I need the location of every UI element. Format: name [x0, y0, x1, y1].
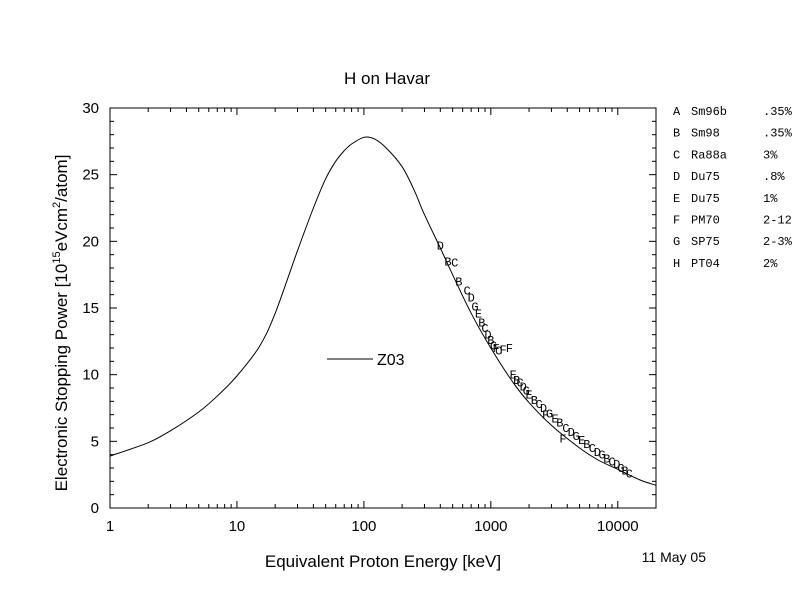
legend-key: C — [673, 148, 680, 162]
x-tick-label: 10000 — [597, 518, 639, 535]
legend-key: G — [673, 235, 680, 249]
data-point-g: G — [598, 449, 605, 463]
data-point-b: B — [603, 453, 610, 467]
data-point-b: B — [444, 255, 451, 269]
data-point-b: B — [513, 374, 520, 388]
data-point-g: G — [573, 430, 580, 444]
data-point-d: D — [437, 239, 444, 253]
series-line-z03 — [109, 136, 657, 486]
data-point-d: D — [520, 381, 527, 395]
date-stamp: 11 May 05 — [642, 549, 707, 565]
data-point-f: F — [492, 342, 499, 356]
legend-error: .35% — [763, 127, 793, 141]
data-point-e: E — [578, 434, 585, 448]
legend-reference: Sm96b — [691, 105, 727, 119]
legend-key: B — [673, 127, 680, 141]
legend-error: .35% — [763, 105, 793, 119]
y-axis-label-prefix: Electronic Stopping Power [10 — [52, 264, 71, 492]
data-point-e: E — [525, 389, 532, 403]
data-point-e: E — [551, 413, 558, 427]
x-tick-label: 1 — [106, 518, 114, 535]
y-axis-label-mid: eVcm — [52, 208, 71, 251]
legend-error: 3% — [763, 148, 778, 162]
data-point-e: E — [510, 369, 517, 383]
y-axis-label-sup-2: 2 — [51, 202, 63, 208]
legend-reference: Sm98 — [691, 127, 720, 141]
data-point-c: C — [451, 257, 458, 271]
x-tick-label: 1000 — [474, 518, 507, 535]
data-point-f: F — [559, 433, 566, 447]
data-point-c: C — [608, 455, 615, 469]
y-tick-label: 10 — [82, 367, 99, 384]
y-tick-label: 30 — [82, 100, 99, 117]
legend-key: D — [673, 170, 680, 184]
legend-error: 1% — [763, 192, 778, 206]
data-point-g: G — [523, 385, 530, 399]
curve-legend-label: Z03 — [377, 352, 405, 369]
legend-key: A — [673, 105, 681, 119]
data-point-d: D — [540, 402, 547, 416]
data-point-f: F — [542, 409, 549, 423]
legend-key: H — [673, 257, 680, 271]
data-point-e: E — [475, 307, 482, 321]
data-point-d: D — [613, 458, 620, 472]
legend-error: .8% — [763, 170, 785, 184]
data-point-b: B — [583, 438, 590, 452]
data-point-b: B — [455, 275, 462, 289]
x-tick-label: 10 — [229, 518, 246, 535]
data-point-d: D — [594, 446, 601, 460]
data-point-d: D — [484, 329, 491, 343]
data-point-b: B — [487, 334, 494, 348]
data-point-c: C — [516, 377, 523, 391]
data-point-g: G — [490, 339, 497, 353]
legend-reference: Du75 — [691, 170, 720, 184]
data-point-b: B — [478, 317, 485, 331]
y-tick-label: 25 — [82, 167, 99, 184]
data-point-g: G — [471, 301, 478, 315]
data-point-c: C — [495, 345, 502, 359]
legend-error: 2-3% — [763, 235, 793, 249]
data-point-g: G — [546, 407, 553, 421]
legend-reference: Ra88a — [691, 148, 727, 162]
data-point-c: C — [589, 442, 596, 456]
data-point-f: F — [506, 342, 513, 356]
y-tick-label: 15 — [82, 300, 99, 317]
y-axis-label-suffix: /atom] — [52, 155, 71, 202]
data-point-c: C — [481, 322, 488, 336]
legend-error: 2-12 — [763, 214, 792, 228]
legend-reference: SP75 — [691, 235, 720, 249]
data-point-c: C — [536, 398, 543, 412]
x-axis-label: Equivalent Proton Energy [keV] — [265, 552, 501, 571]
y-tick-label: 5 — [91, 433, 99, 450]
y-tick-label: 20 — [82, 233, 99, 250]
x-tick-labels: 1 10 100 1000 10000 — [106, 518, 639, 535]
legend-reference: Du75 — [691, 192, 720, 206]
data-point-c: C — [562, 422, 569, 436]
data-point-b: B — [531, 394, 538, 408]
data-point-c: C — [626, 467, 633, 481]
data-point-d: D — [468, 291, 475, 305]
legend-key: F — [673, 214, 680, 228]
data-point-g: G — [617, 462, 624, 476]
data-point-c: C — [463, 285, 470, 299]
legend-reference: PT04 — [691, 257, 720, 271]
data-point-d: D — [568, 426, 575, 440]
chart-title: H on Havar — [344, 69, 430, 88]
y-tick-labels: 0 5 10 15 20 25 30 — [82, 100, 99, 517]
data-point-b: B — [556, 417, 563, 431]
legend-key: E — [673, 192, 680, 206]
axis-ticks — [109, 107, 657, 509]
y-axis-label: Electronic Stopping Power [1015eVcm2/ato… — [51, 155, 71, 492]
x-tick-label: 100 — [351, 518, 376, 535]
data-point-b: B — [621, 465, 628, 479]
y-tick-label: 0 — [91, 500, 99, 517]
data-point-f: F — [500, 343, 507, 357]
legend-error: 2% — [763, 257, 778, 271]
y-axis-label-sup-1: 15 — [51, 251, 63, 263]
legend-reference: PM70 — [691, 214, 720, 228]
reference-legend: A Sm96b .35% B Sm98 .35% C Ra88a 3% D Du75 .8% E Du75… — [673, 105, 793, 271]
